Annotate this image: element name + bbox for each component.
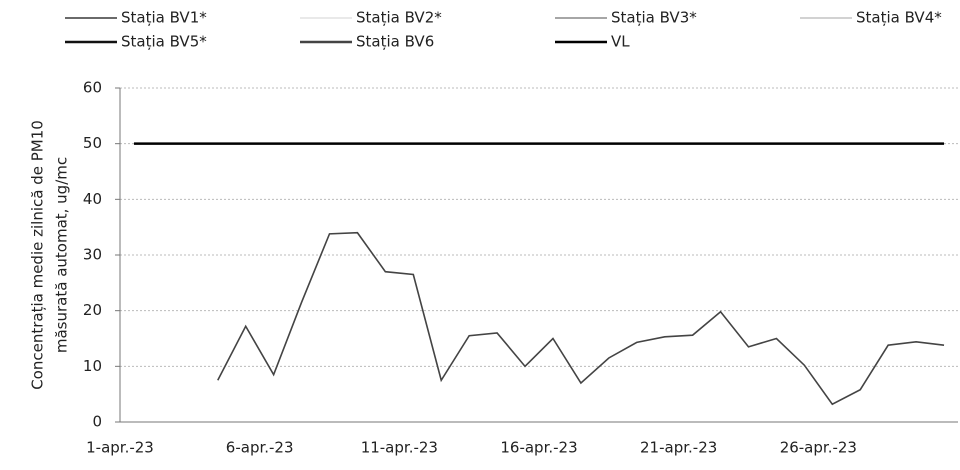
y-tick-label: 10 xyxy=(83,357,102,375)
y-tick-label: 60 xyxy=(83,79,102,97)
y-axis-label: măsurată automat, ug/mc xyxy=(53,157,71,353)
legend-label: Stația BV1* xyxy=(121,9,207,27)
legend-label: Stația BV6 xyxy=(356,33,434,51)
x-tick-label: 16-apr.-23 xyxy=(500,439,577,457)
y-tick-label: 50 xyxy=(83,134,102,152)
y-tick-label: 40 xyxy=(83,190,102,208)
x-tick-label: 21-apr.-23 xyxy=(640,439,717,457)
y-tick-label: 20 xyxy=(83,301,102,319)
x-tick-label: 11-apr.-23 xyxy=(361,439,438,457)
y-tick-label: 30 xyxy=(83,246,102,264)
legend-label: Stația BV5* xyxy=(121,33,207,51)
x-tick-label: 26-apr.-23 xyxy=(780,439,857,457)
x-tick-label: 6-apr.-23 xyxy=(226,439,294,457)
legend-label: VL xyxy=(611,33,630,51)
legend-label: Stația BV3* xyxy=(611,9,697,27)
series-line xyxy=(217,231,945,406)
legend-label: Stația BV2* xyxy=(356,9,442,27)
y-axis-label: Concentrația medie zilnică de PM10 xyxy=(29,120,47,390)
x-tick-label: 1-apr.-23 xyxy=(86,439,154,457)
legend-label: Stația BV4* xyxy=(856,9,942,27)
y-tick-label: 0 xyxy=(92,413,102,431)
